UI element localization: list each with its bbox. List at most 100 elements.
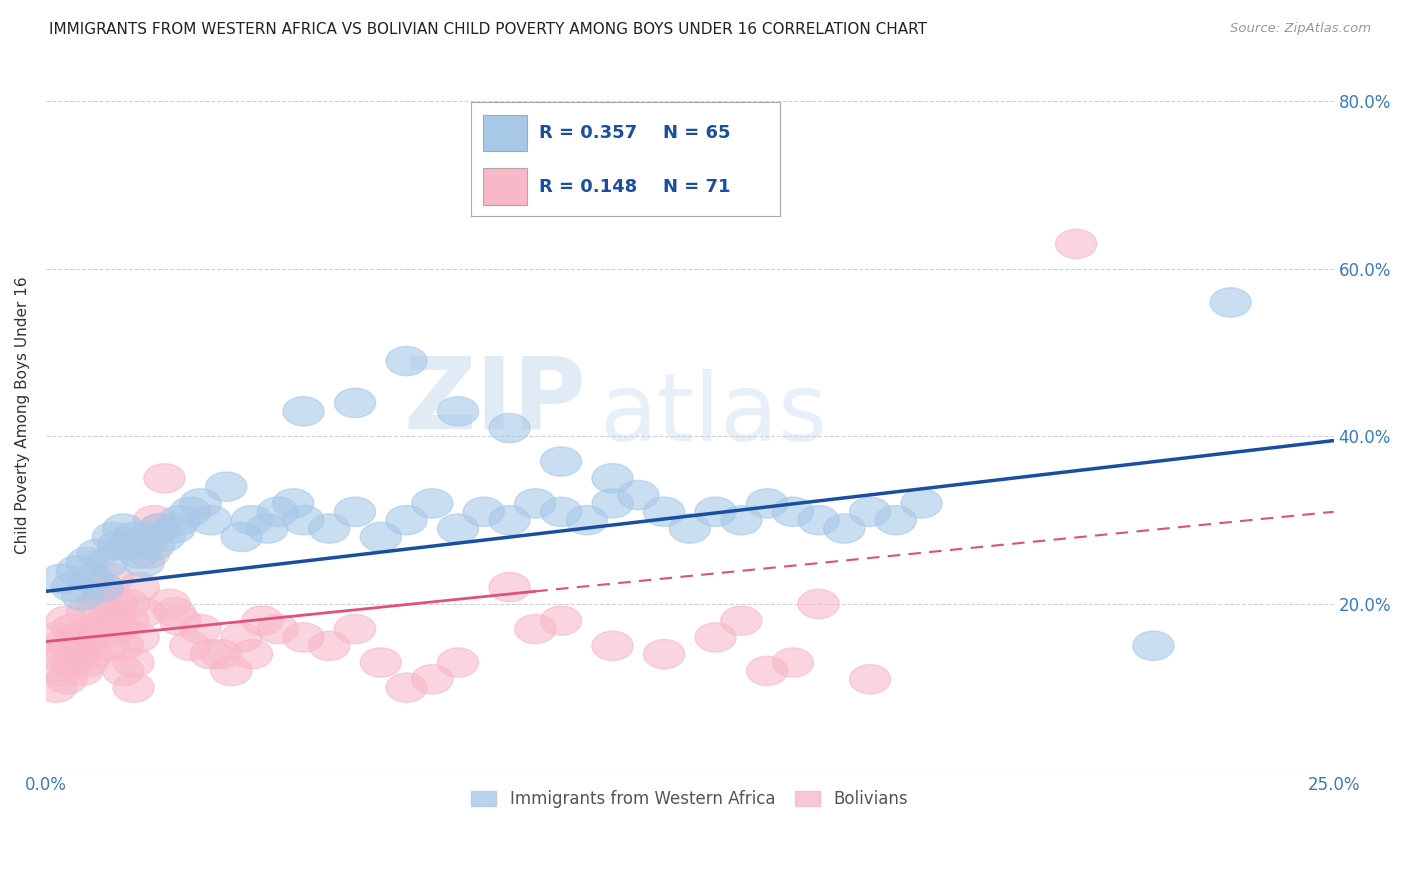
- Ellipse shape: [211, 657, 252, 686]
- Ellipse shape: [72, 564, 112, 593]
- Ellipse shape: [540, 447, 582, 476]
- Ellipse shape: [143, 464, 186, 493]
- Ellipse shape: [385, 506, 427, 535]
- Ellipse shape: [97, 615, 139, 644]
- Ellipse shape: [205, 472, 247, 501]
- Text: atlas: atlas: [600, 369, 828, 461]
- Ellipse shape: [592, 489, 633, 518]
- Ellipse shape: [46, 665, 87, 694]
- Ellipse shape: [56, 556, 97, 585]
- Ellipse shape: [283, 397, 325, 426]
- Ellipse shape: [82, 581, 124, 610]
- Ellipse shape: [51, 573, 93, 602]
- Ellipse shape: [118, 539, 159, 568]
- Ellipse shape: [112, 522, 155, 551]
- Ellipse shape: [41, 632, 82, 660]
- Ellipse shape: [242, 606, 283, 635]
- Ellipse shape: [721, 606, 762, 635]
- Ellipse shape: [1056, 229, 1097, 259]
- Ellipse shape: [232, 506, 273, 535]
- Ellipse shape: [72, 640, 112, 669]
- Ellipse shape: [93, 564, 134, 593]
- Ellipse shape: [875, 506, 917, 535]
- Ellipse shape: [695, 623, 737, 652]
- Ellipse shape: [118, 623, 159, 652]
- Ellipse shape: [515, 489, 555, 518]
- Ellipse shape: [385, 673, 427, 702]
- Ellipse shape: [1211, 288, 1251, 317]
- Ellipse shape: [412, 489, 453, 518]
- Ellipse shape: [489, 573, 530, 602]
- Ellipse shape: [108, 531, 149, 560]
- Ellipse shape: [35, 623, 77, 652]
- Ellipse shape: [592, 632, 633, 660]
- Ellipse shape: [155, 514, 195, 543]
- Ellipse shape: [772, 648, 814, 677]
- Ellipse shape: [108, 606, 149, 635]
- Ellipse shape: [669, 514, 710, 543]
- Ellipse shape: [143, 522, 186, 551]
- Ellipse shape: [62, 632, 103, 660]
- Ellipse shape: [103, 514, 143, 543]
- Ellipse shape: [128, 539, 170, 568]
- Ellipse shape: [159, 606, 201, 635]
- Y-axis label: Child Poverty Among Boys Under 16: Child Poverty Among Boys Under 16: [15, 277, 30, 554]
- Ellipse shape: [540, 497, 582, 526]
- Ellipse shape: [159, 506, 201, 535]
- Ellipse shape: [335, 497, 375, 526]
- Ellipse shape: [309, 514, 350, 543]
- Ellipse shape: [335, 615, 375, 644]
- Ellipse shape: [62, 657, 103, 686]
- Ellipse shape: [134, 531, 174, 560]
- Ellipse shape: [901, 489, 942, 518]
- Ellipse shape: [41, 564, 82, 593]
- Ellipse shape: [66, 648, 108, 677]
- Ellipse shape: [849, 665, 890, 694]
- Ellipse shape: [309, 632, 350, 660]
- Ellipse shape: [335, 388, 375, 417]
- Ellipse shape: [35, 673, 77, 702]
- Ellipse shape: [77, 539, 118, 568]
- Ellipse shape: [772, 497, 814, 526]
- Ellipse shape: [66, 548, 108, 577]
- Ellipse shape: [567, 506, 607, 535]
- Ellipse shape: [283, 623, 325, 652]
- Ellipse shape: [103, 632, 143, 660]
- Ellipse shape: [747, 657, 787, 686]
- Ellipse shape: [190, 640, 232, 669]
- Ellipse shape: [124, 598, 165, 627]
- Ellipse shape: [747, 489, 787, 518]
- Ellipse shape: [112, 648, 155, 677]
- Ellipse shape: [721, 506, 762, 535]
- Ellipse shape: [385, 346, 427, 376]
- Ellipse shape: [134, 506, 174, 535]
- Ellipse shape: [118, 573, 159, 602]
- Ellipse shape: [489, 506, 530, 535]
- Text: Source: ZipAtlas.com: Source: ZipAtlas.com: [1230, 22, 1371, 36]
- Ellipse shape: [82, 573, 124, 602]
- Ellipse shape: [360, 648, 401, 677]
- Ellipse shape: [412, 665, 453, 694]
- Ellipse shape: [592, 464, 633, 493]
- Ellipse shape: [56, 623, 97, 652]
- Ellipse shape: [849, 497, 890, 526]
- Ellipse shape: [51, 615, 93, 644]
- Ellipse shape: [56, 640, 97, 669]
- Ellipse shape: [360, 522, 401, 551]
- Ellipse shape: [437, 514, 478, 543]
- Ellipse shape: [190, 506, 232, 535]
- Ellipse shape: [463, 497, 505, 526]
- Ellipse shape: [97, 590, 139, 618]
- Ellipse shape: [257, 615, 298, 644]
- Ellipse shape: [695, 497, 737, 526]
- Ellipse shape: [221, 522, 263, 551]
- Ellipse shape: [824, 514, 865, 543]
- Ellipse shape: [112, 673, 155, 702]
- Text: IMMIGRANTS FROM WESTERN AFRICA VS BOLIVIAN CHILD POVERTY AMONG BOYS UNDER 16 COR: IMMIGRANTS FROM WESTERN AFRICA VS BOLIVI…: [49, 22, 927, 37]
- Ellipse shape: [644, 497, 685, 526]
- Ellipse shape: [170, 497, 211, 526]
- Ellipse shape: [108, 590, 149, 618]
- Ellipse shape: [799, 506, 839, 535]
- Ellipse shape: [103, 657, 143, 686]
- Ellipse shape: [232, 640, 273, 669]
